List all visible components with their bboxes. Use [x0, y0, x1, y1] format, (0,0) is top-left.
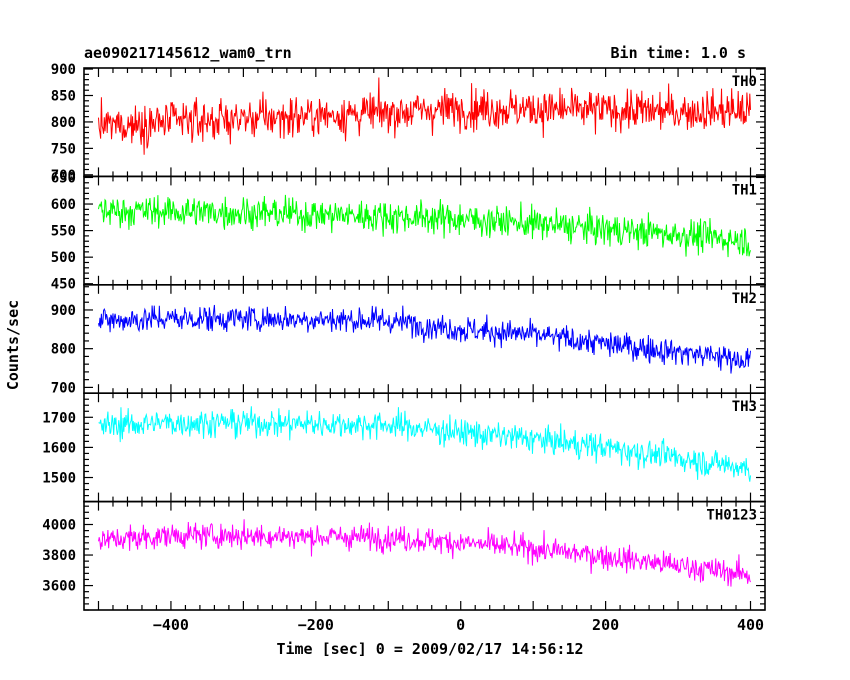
- x-tick-label: 0: [456, 616, 465, 634]
- x-tick-label: −200: [298, 616, 334, 634]
- y-tick-label: 1500: [42, 471, 76, 487]
- y-tick-label: 1700: [42, 410, 76, 426]
- x-tick-label: 200: [592, 616, 619, 634]
- panels: 700 750 800 850 900 TH0 450 500 550 600 650 TH1 700 8…: [42, 62, 766, 611]
- series-th1: [98, 194, 751, 258]
- y-tick-label: 600: [51, 197, 76, 213]
- panel-th0123: 3600 3800 4000 TH0123: [42, 500, 766, 611]
- series-th0123: [97, 519, 751, 587]
- y-tick-label: 800: [51, 115, 76, 131]
- y-tick-label: 3800: [42, 548, 76, 564]
- bin-time-label: Bin time: 1.0 s: [610, 44, 746, 62]
- panel-label: TH2: [732, 291, 757, 307]
- panel-th2: 700 800 900 TH2: [51, 283, 766, 396]
- x-axis-label: Time [sec] 0 = 2009/02/17 14:56:12: [276, 640, 583, 658]
- y-tick-label: 500: [51, 250, 76, 266]
- panel-th3: 1500 1600 1700 TH3: [42, 392, 766, 503]
- y-tick-label: 650: [51, 171, 76, 187]
- y-tick-label: 900: [51, 62, 76, 78]
- panel-label: TH1: [732, 182, 757, 198]
- series-th3: [98, 406, 752, 482]
- y-tick-label: 900: [51, 303, 76, 319]
- y-tick-label: 800: [51, 342, 76, 358]
- y-tick-label: 700: [51, 380, 76, 396]
- observation-id: ae090217145612_wam0_trn: [84, 44, 292, 62]
- y-tick-label: 450: [51, 277, 76, 293]
- y-tick-label: 700: [51, 168, 76, 184]
- x-axis: −400 −200 0 200 400: [153, 616, 764, 634]
- y-tick-label: 1600: [42, 440, 76, 456]
- panel-th0: 700 750 800 850 900 TH0: [51, 62, 766, 184]
- panel-label: TH3: [732, 399, 757, 415]
- y-tick-label: 4000: [42, 518, 76, 534]
- panel-label: TH0: [732, 74, 757, 90]
- y-tick-label: 550: [51, 224, 76, 240]
- panel-th1: 450 500 550 600 650 TH1: [51, 171, 766, 293]
- x-tick-label: 400: [737, 616, 764, 634]
- panel-label: TH0123: [706, 508, 757, 524]
- series-th0: [97, 77, 752, 155]
- series-th2: [98, 304, 752, 374]
- panel-frame: [83, 392, 766, 503]
- y-axis-label: Counts/sec: [4, 300, 22, 390]
- panel-frame: [83, 175, 766, 286]
- y-tick-label: 3600: [42, 579, 76, 595]
- y-tick-label: 850: [51, 89, 76, 105]
- y-tick-label: 750: [51, 141, 76, 157]
- panel-frame: [83, 500, 766, 611]
- x-tick-label: −400: [153, 616, 189, 634]
